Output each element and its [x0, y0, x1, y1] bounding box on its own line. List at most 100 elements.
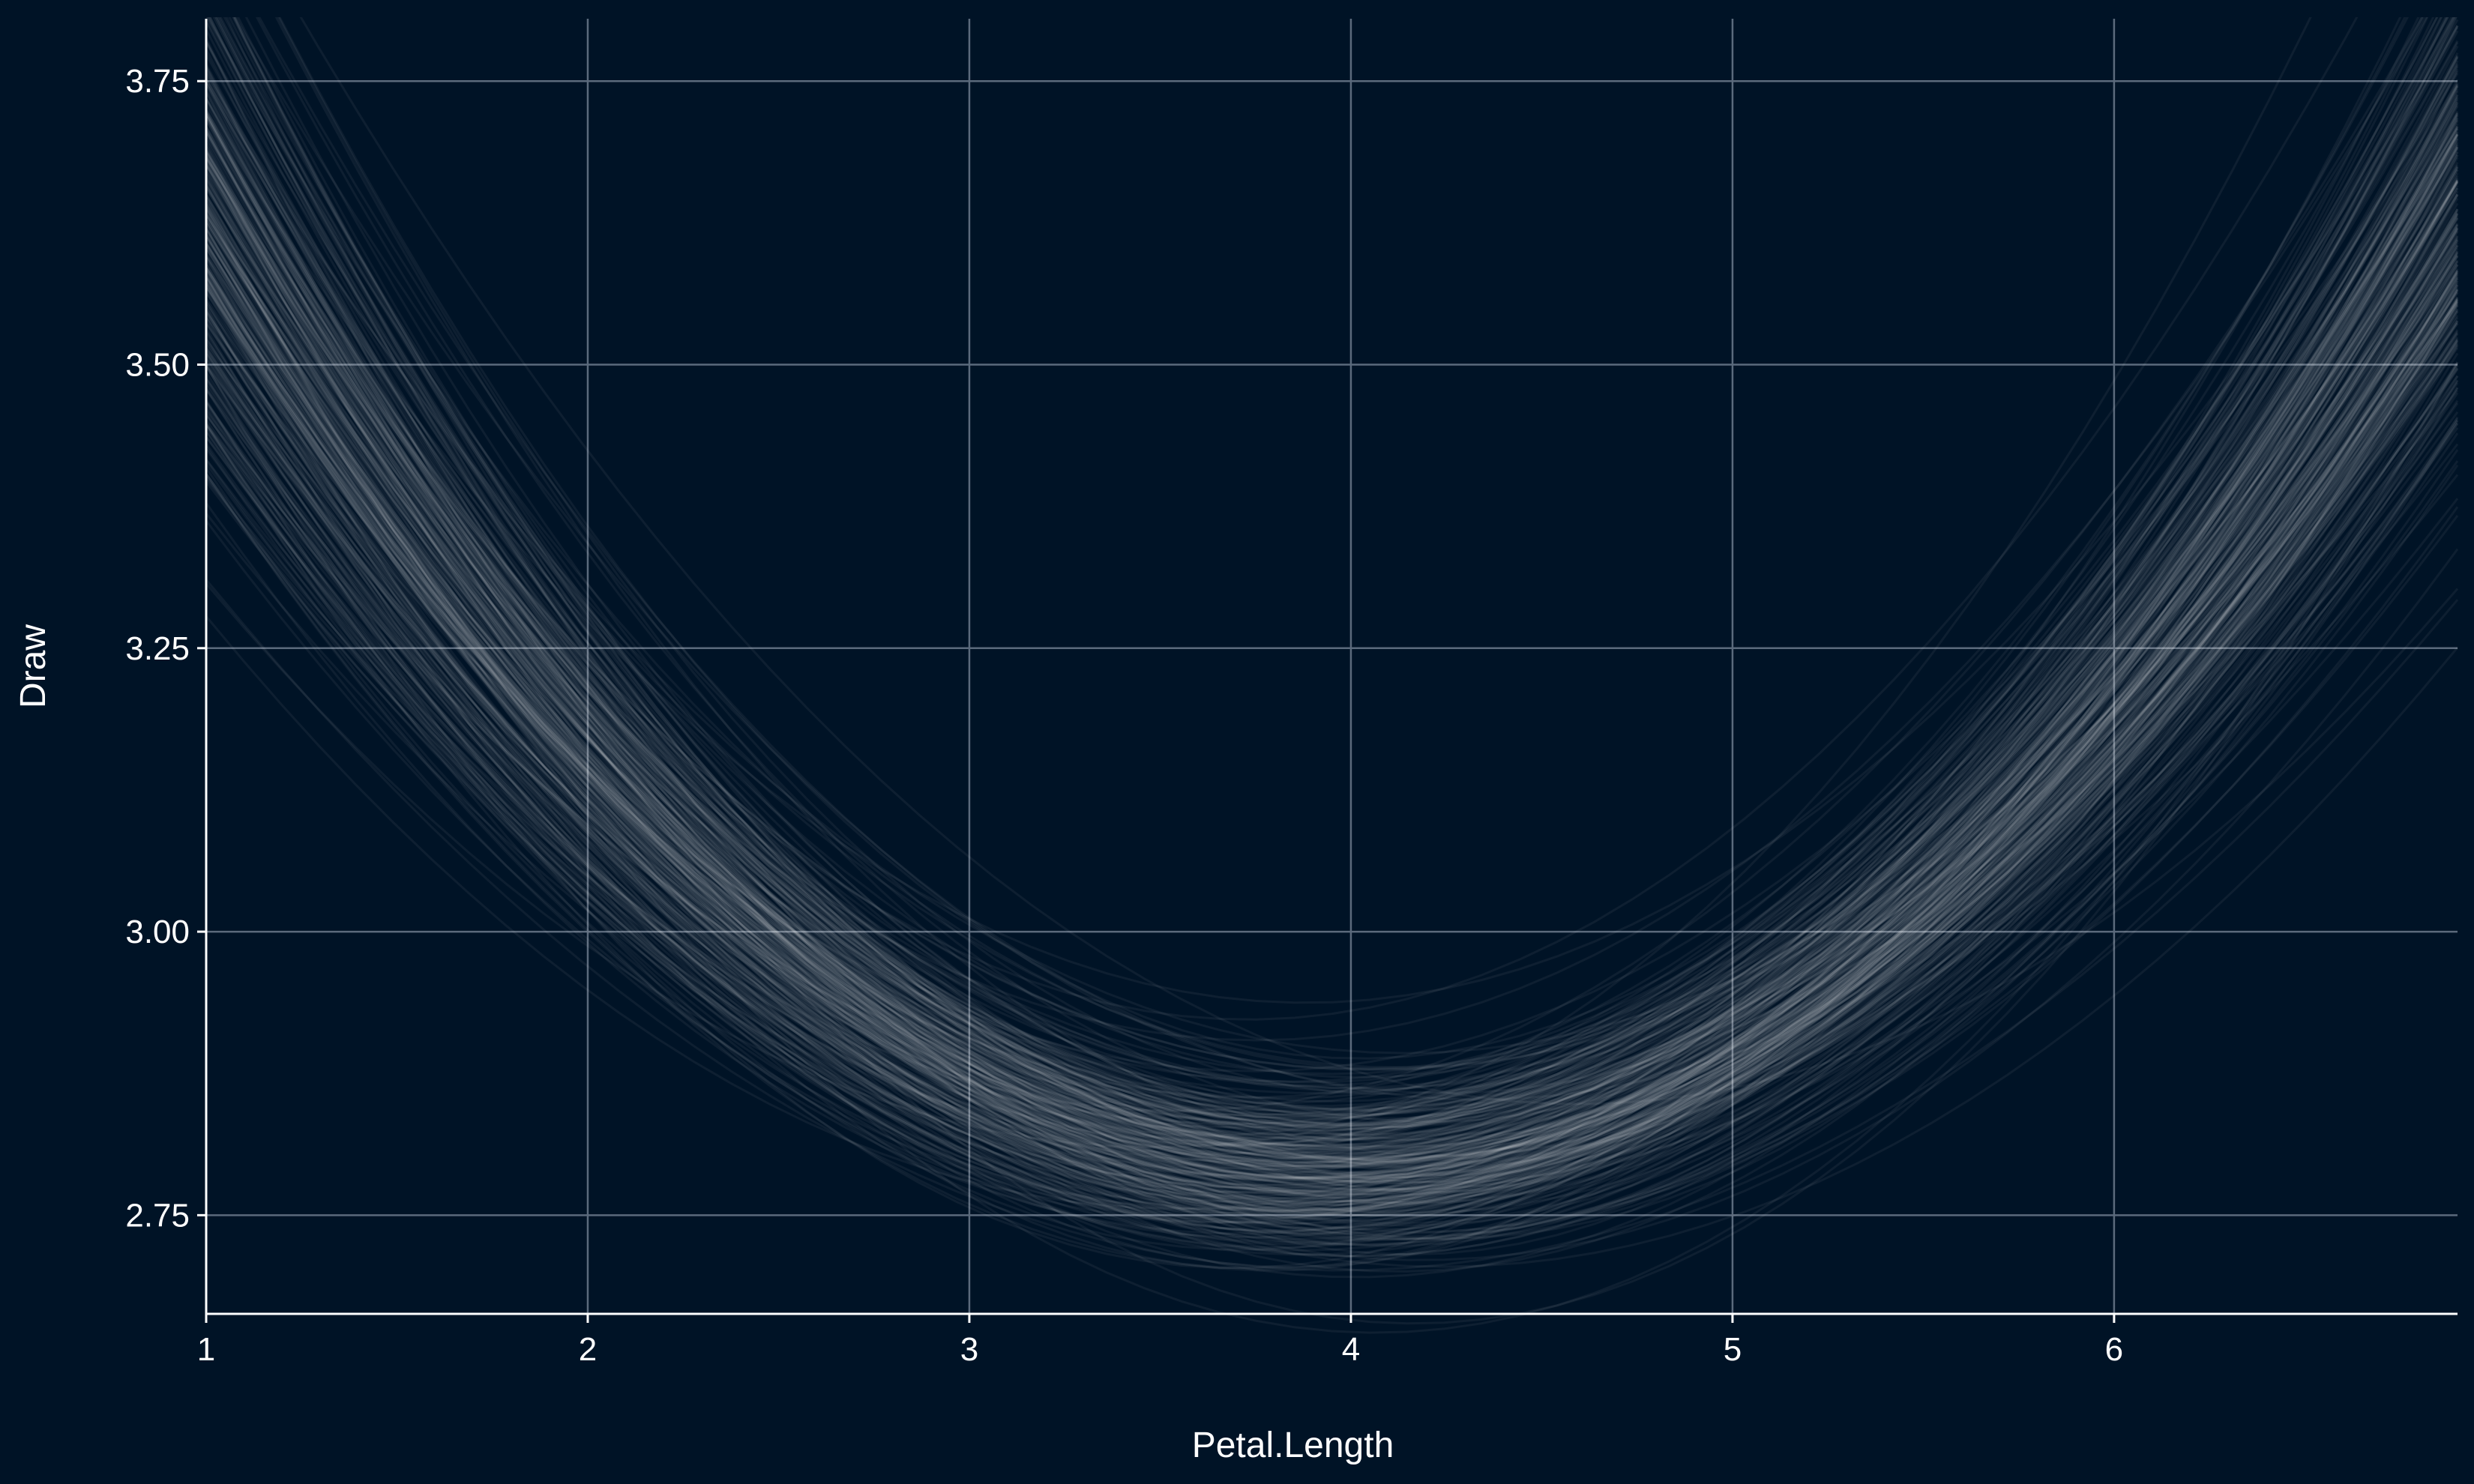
- draw-line: [248, 0, 2459, 1094]
- y-axis-title: Draw: [13, 624, 53, 708]
- draw-line: [205, 384, 2459, 1246]
- draw-line: [205, 60, 2459, 1200]
- draw-line: [205, 254, 2459, 1151]
- draw-line: [205, 277, 2459, 1240]
- draw-line: [205, 127, 2459, 1171]
- draw-line: [205, 208, 2459, 1165]
- draw-line: [205, 579, 2459, 1272]
- draw-line: [205, 130, 2459, 1205]
- draw-line: [205, 41, 2459, 1079]
- draw-line: [266, 0, 2459, 1157]
- axes: [205, 19, 2458, 1315]
- draw-line: [205, 154, 2459, 1142]
- draw-line: [205, 196, 2459, 1334]
- draw-line: [205, 289, 2459, 1256]
- draw-line: [205, 181, 2459, 1233]
- draw-line: [205, 151, 2459, 1126]
- draw-line: [205, 73, 2459, 1073]
- draw-line: [205, 311, 2459, 1168]
- draw-line: [205, 0, 2459, 1118]
- y-tick-label: 2.75: [125, 1197, 190, 1234]
- draw-line: [205, 101, 2459, 1200]
- top-margin: [0, 0, 2474, 17]
- draw-line: [205, 0, 2459, 1117]
- draw-line: [205, 193, 2459, 1213]
- draw-line: [207, 0, 2459, 1169]
- draw-line: [205, 126, 2459, 1129]
- draw-line: [205, 110, 2459, 1215]
- draw-line: [205, 228, 2459, 1158]
- draw-line: [205, 9, 2459, 1152]
- draw-line: [205, 163, 2459, 1191]
- draw-line: [205, 25, 2459, 1122]
- draw-line: [205, 146, 2459, 1180]
- draw-line: [205, 224, 2459, 1216]
- draw-line: [205, 11, 2459, 1179]
- draw-line: [205, 281, 2459, 1261]
- draw-line: [205, 250, 2459, 1180]
- draw-line: [205, 136, 2459, 1200]
- draw-line: [205, 142, 2459, 1196]
- draw-line: [205, 52, 2459, 1165]
- draw-line: [205, 97, 2459, 1157]
- x-tick-label: 6: [2105, 1331, 2123, 1368]
- draw-line: [205, 195, 2459, 1161]
- x-tick-label: 1: [197, 1331, 215, 1368]
- draw-line: [205, 98, 2459, 1174]
- draw-line: [205, 112, 2459, 1183]
- draw-line: [205, 68, 2459, 1272]
- draw-line: [205, 103, 2459, 1212]
- draw-line: [205, 115, 2459, 1216]
- draw-line: [205, 255, 2459, 1204]
- draw-line: [205, 30, 2459, 1148]
- draw-line: [205, 297, 2459, 1168]
- draw-line: [205, 79, 2459, 1055]
- draw-line: [205, 0, 2368, 1021]
- draw-line: [205, 55, 2459, 1194]
- draw-line: [205, 160, 2459, 1246]
- draw-line: [205, 208, 2459, 1141]
- draw-line: [205, 64, 2459, 1145]
- draw-line: [205, 213, 2459, 1195]
- draw-line: [205, 181, 2459, 1213]
- draw-line: [205, 142, 2459, 1136]
- draw-line: [205, 411, 2459, 1204]
- draw-line: [205, 149, 2459, 1180]
- draw-line: [223, 0, 2459, 1180]
- draw-line: [205, 130, 2459, 1227]
- draw-line: [205, 175, 2459, 1116]
- draw-line: [205, 0, 2419, 1104]
- draw-line: [205, 187, 2459, 1112]
- draw-line: [205, 178, 2459, 1103]
- draw-line: [205, 289, 2459, 1197]
- draw-line: [205, 235, 2459, 1192]
- draw-line: [205, 214, 2459, 1137]
- draw-line: [205, 164, 2459, 1076]
- draw-line: [205, 19, 2459, 1147]
- draw-line: [205, 0, 2459, 1136]
- draw-line: [205, 255, 2459, 1189]
- draw-line: [205, 247, 2459, 1182]
- draw-line: [205, 9, 2459, 1117]
- y-tick-label: 3.75: [125, 63, 190, 100]
- draw-line: [205, 169, 2459, 1179]
- draw-line: [205, 101, 2459, 1114]
- draw-line: [205, 271, 2459, 1193]
- draw-line: [205, 0, 2416, 1125]
- draw-line: [205, 127, 2459, 1083]
- draw-line: [205, 352, 2459, 1196]
- draw-line: [205, 169, 2459, 1183]
- draw-line: [205, 270, 2459, 1174]
- draw-line: [205, 130, 2459, 1162]
- draw-line: [205, 333, 2459, 1206]
- draw-line: [205, 381, 2459, 1206]
- draw-line: [205, 115, 2459, 1216]
- draw-line: [205, 115, 2459, 1225]
- draw-line: [205, 184, 2459, 1197]
- draw-line: [205, 272, 2459, 1148]
- draw-line: [205, 151, 2459, 1159]
- draw-line: [205, 151, 2459, 1070]
- draw-line: [205, 234, 2459, 1238]
